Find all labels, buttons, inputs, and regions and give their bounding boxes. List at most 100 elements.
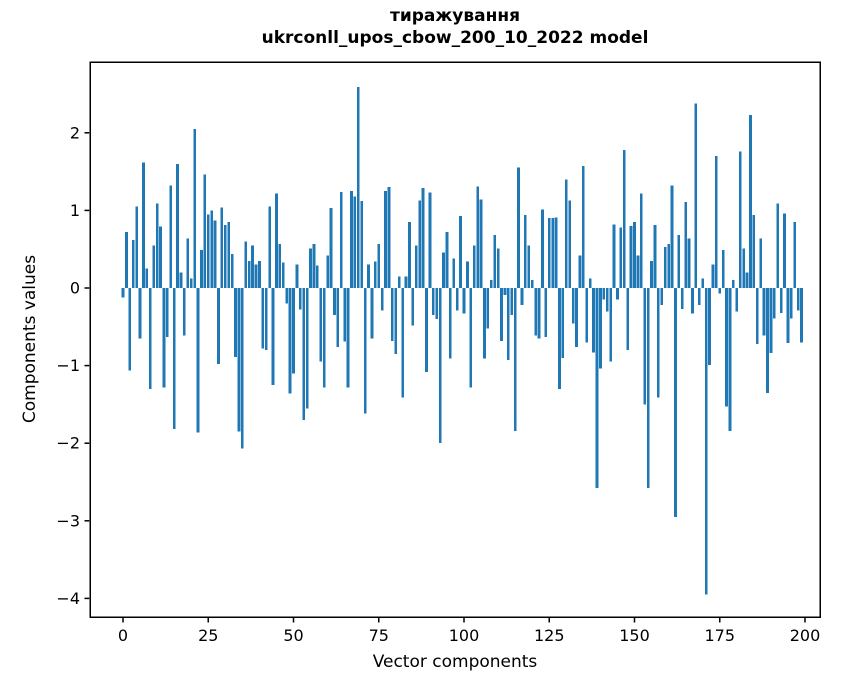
bar xyxy=(258,260,261,288)
bar xyxy=(350,191,353,288)
bar xyxy=(469,288,473,388)
bar xyxy=(626,288,630,351)
bar xyxy=(247,260,251,288)
x-tick-label: 200 xyxy=(790,626,821,645)
bar xyxy=(472,245,476,288)
bar xyxy=(493,235,497,288)
x-tick-label: 50 xyxy=(283,626,303,645)
bar xyxy=(298,288,302,310)
bar xyxy=(237,288,241,432)
bar xyxy=(483,288,486,359)
bar xyxy=(602,288,606,300)
bar xyxy=(660,288,664,306)
bar xyxy=(230,253,234,288)
y-tick-label: 2 xyxy=(70,123,80,142)
bar xyxy=(404,276,408,288)
bar xyxy=(742,248,745,288)
bar xyxy=(735,288,739,312)
bar xyxy=(506,288,510,361)
bar xyxy=(793,222,797,288)
bar xyxy=(271,288,275,385)
bar xyxy=(343,288,346,342)
bar xyxy=(241,288,244,449)
bar xyxy=(520,288,524,306)
bar xyxy=(346,288,350,388)
bar xyxy=(790,288,793,319)
bar xyxy=(223,225,227,288)
bar xyxy=(418,200,422,288)
bar xyxy=(196,288,200,433)
bar xyxy=(370,288,374,339)
bar xyxy=(336,288,340,347)
bar xyxy=(517,167,520,288)
bar xyxy=(421,187,425,288)
bar xyxy=(155,203,159,288)
bar xyxy=(285,288,289,304)
bar xyxy=(776,203,780,288)
bar xyxy=(442,252,445,288)
bar xyxy=(268,206,271,288)
bar xyxy=(401,288,404,398)
bar xyxy=(462,288,466,314)
bar xyxy=(612,224,616,288)
bar xyxy=(397,276,401,288)
bar xyxy=(749,114,752,288)
bar xyxy=(629,225,633,288)
y-tick-label: −3 xyxy=(56,511,80,530)
plot-frame xyxy=(89,61,821,618)
bar xyxy=(305,288,309,409)
bar xyxy=(554,217,558,288)
bar xyxy=(244,241,248,288)
bar xyxy=(714,156,718,288)
bar xyxy=(755,288,759,344)
bar xyxy=(745,272,749,288)
bar xyxy=(193,128,196,288)
bar xyxy=(251,245,254,288)
bar xyxy=(783,213,786,288)
bar xyxy=(183,288,186,336)
bar xyxy=(738,151,742,288)
bar xyxy=(752,215,756,288)
bar xyxy=(281,262,285,288)
bar xyxy=(213,220,217,288)
bar xyxy=(486,288,490,329)
bar xyxy=(425,288,428,372)
bar xyxy=(687,238,691,288)
x-tick-label: 125 xyxy=(534,626,565,645)
bar xyxy=(725,288,728,407)
bar xyxy=(438,288,442,444)
bar xyxy=(459,215,462,288)
bar xyxy=(326,255,329,288)
bar xyxy=(135,206,138,288)
bar xyxy=(796,288,800,311)
bar xyxy=(633,222,636,288)
x-tick-label: 0 xyxy=(118,626,128,645)
bar xyxy=(220,207,224,288)
bar xyxy=(711,264,715,288)
bar xyxy=(585,288,589,343)
bar xyxy=(564,179,568,288)
bar xyxy=(227,222,231,288)
bar xyxy=(309,248,312,288)
bar xyxy=(431,288,435,316)
bar xyxy=(356,87,360,289)
bar xyxy=(677,235,681,288)
bar xyxy=(653,225,657,288)
bar xyxy=(510,288,514,316)
bar xyxy=(165,288,169,337)
chart-title-line1: тиражування xyxy=(389,6,521,26)
bar xyxy=(121,288,125,298)
bar xyxy=(728,288,732,431)
bar xyxy=(622,149,626,288)
bar xyxy=(200,249,203,288)
bar xyxy=(179,272,183,288)
bar xyxy=(316,265,319,288)
bar xyxy=(513,288,517,431)
bar xyxy=(479,199,483,288)
bar xyxy=(650,260,653,288)
bar xyxy=(588,278,592,288)
bar xyxy=(466,261,469,288)
bar xyxy=(643,288,647,405)
bar xyxy=(152,245,156,288)
